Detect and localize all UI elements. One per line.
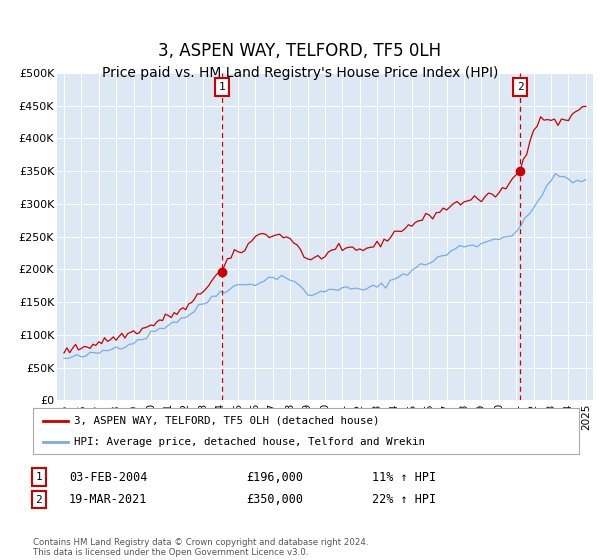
Text: 2: 2: [517, 82, 523, 92]
Text: 1: 1: [219, 82, 226, 92]
Text: 03-FEB-2004: 03-FEB-2004: [69, 470, 148, 484]
Text: 1: 1: [35, 472, 43, 482]
Text: 22% ↑ HPI: 22% ↑ HPI: [372, 493, 436, 506]
Text: £350,000: £350,000: [246, 493, 303, 506]
Text: 19-MAR-2021: 19-MAR-2021: [69, 493, 148, 506]
Text: 3, ASPEN WAY, TELFORD, TF5 0LH: 3, ASPEN WAY, TELFORD, TF5 0LH: [158, 42, 442, 60]
Text: 11% ↑ HPI: 11% ↑ HPI: [372, 470, 436, 484]
Text: HPI: Average price, detached house, Telford and Wrekin: HPI: Average price, detached house, Telf…: [74, 437, 425, 447]
Text: £196,000: £196,000: [246, 470, 303, 484]
Text: Contains HM Land Registry data © Crown copyright and database right 2024.
This d: Contains HM Land Registry data © Crown c…: [33, 538, 368, 557]
Text: 3, ASPEN WAY, TELFORD, TF5 0LH (detached house): 3, ASPEN WAY, TELFORD, TF5 0LH (detached…: [74, 416, 379, 426]
Text: 2: 2: [35, 494, 43, 505]
Text: Price paid vs. HM Land Registry's House Price Index (HPI): Price paid vs. HM Land Registry's House …: [102, 66, 498, 80]
